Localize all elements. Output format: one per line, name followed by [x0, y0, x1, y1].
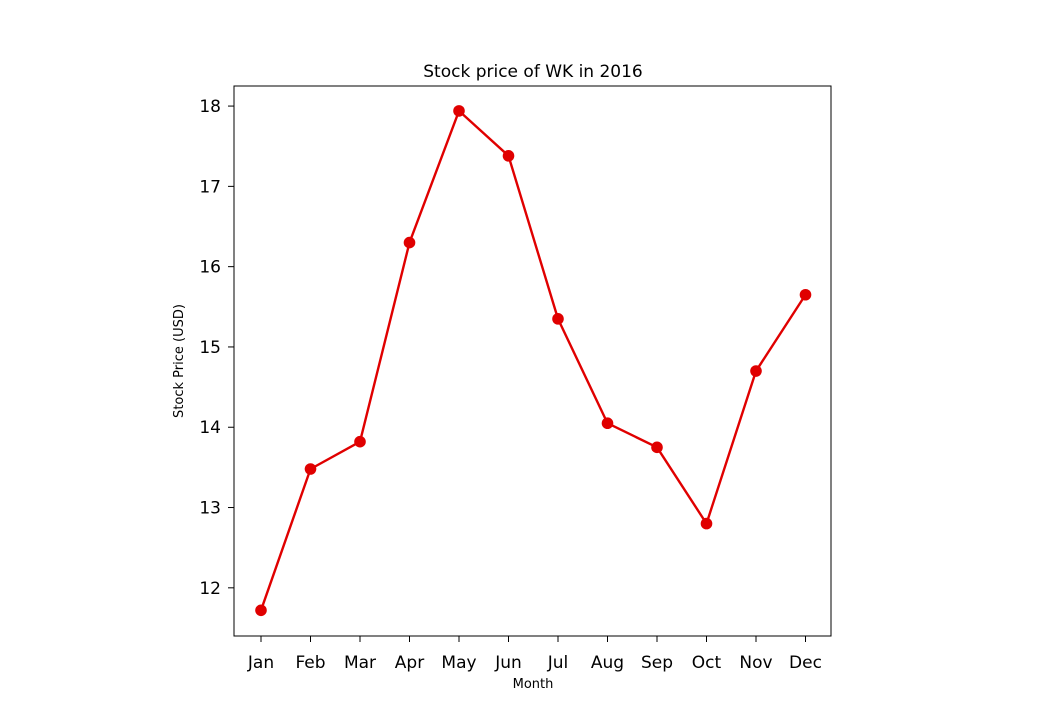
- x-tick-label: Mar: [344, 653, 376, 673]
- y-tick-label: 15: [199, 338, 221, 358]
- data-point: [799, 288, 812, 301]
- chart-title: Stock price of WK in 2016: [423, 62, 642, 82]
- data-point: [502, 150, 515, 162]
- data-point: [651, 441, 663, 454]
- data-point: [552, 313, 564, 325]
- data-point: [750, 365, 762, 377]
- x-axis-label: Month: [513, 677, 554, 692]
- y-tick-label: 12: [199, 579, 221, 599]
- series-line: [259, 109, 807, 611]
- x-tick-label: Feb: [295, 653, 325, 673]
- series-group: [255, 105, 812, 617]
- data-point: [255, 604, 267, 617]
- x-tick-label: Jan: [247, 653, 274, 673]
- x-tick-label: Aug: [591, 653, 624, 673]
- y-tick-label: 18: [199, 97, 221, 117]
- y-tick-label: 16: [199, 258, 221, 278]
- x-axis-ticks: Jan Feb Mar Apr May Jun Jul Aug Sep Oct Nov Dec: [247, 636, 822, 673]
- y-tick-label: 17: [199, 177, 221, 197]
- data-point: [700, 517, 713, 530]
- y-axis-ticks: 12 13 14 15 16 17 18: [199, 97, 234, 599]
- x-tick-label: Jul: [547, 653, 569, 673]
- data-point: [601, 417, 614, 430]
- x-tick-label: Dec: [789, 653, 822, 673]
- x-tick-label: Nov: [739, 653, 772, 673]
- data-point: [354, 435, 366, 448]
- y-tick-label: 14: [199, 418, 221, 438]
- y-axis-label: Stock Price (USD): [172, 304, 187, 418]
- data-point: [304, 463, 317, 475]
- x-tick-label: May: [441, 653, 476, 673]
- plot-area: [233, 85, 832, 637]
- data-point: [403, 236, 416, 249]
- x-tick-label: Jun: [494, 653, 522, 673]
- x-tick-label: Sep: [641, 653, 673, 673]
- x-tick-label: Oct: [692, 653, 722, 673]
- data-point: [453, 105, 465, 117]
- y-tick-label: 13: [199, 499, 221, 519]
- x-tick-label: Apr: [395, 653, 424, 673]
